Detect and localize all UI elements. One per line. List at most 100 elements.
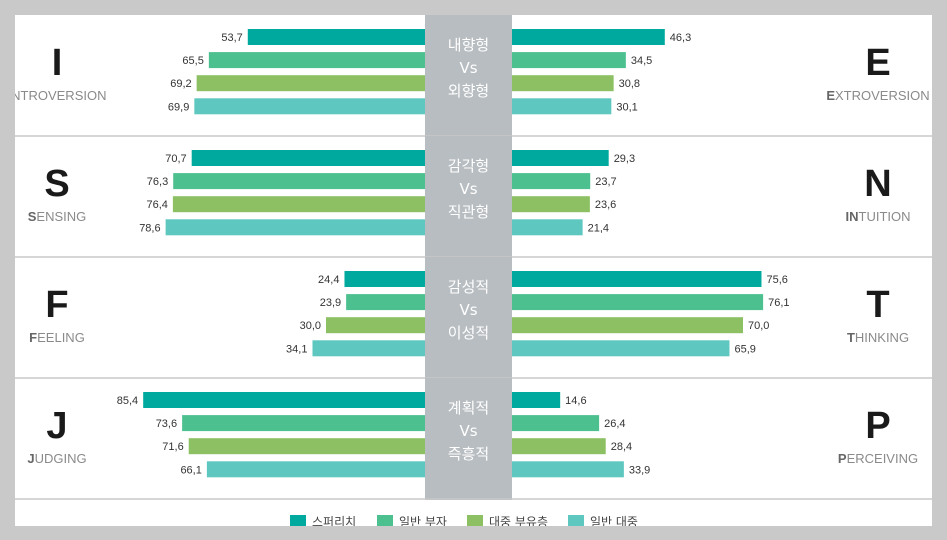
legend-swatch xyxy=(290,515,306,526)
value-label: 71,6 xyxy=(162,441,183,453)
center-column xyxy=(425,257,512,379)
right-type-word: THINKING xyxy=(847,330,909,345)
value-label: 70,7 xyxy=(165,153,186,165)
bar-left xyxy=(172,196,425,213)
value-label: 65,9 xyxy=(734,343,755,355)
center-column xyxy=(425,136,512,258)
right-type-letter: T xyxy=(866,284,889,326)
bar-right xyxy=(512,29,665,45)
value-label: 66,1 xyxy=(180,464,201,476)
legend-label: 스퍼리치 xyxy=(312,515,356,526)
mbti-comparison-chart: 내향형 Vs 외향형 I E INTROVERSION EXTROVERSION 53,7 46… xyxy=(15,15,932,526)
chart-card: 내향형 Vs 외향형 I E INTROVERSION EXTROVERSION 53,7 46… xyxy=(15,15,932,526)
left-type-letter: J xyxy=(46,405,67,447)
left-type-letter: I xyxy=(52,42,63,84)
value-label: 29,3 xyxy=(614,153,635,165)
left-type-word: JUDGING xyxy=(27,451,86,466)
value-label: 34,1 xyxy=(286,343,307,355)
right-type-letter: P xyxy=(865,405,890,447)
value-label: 69,2 xyxy=(170,78,191,90)
bar-right xyxy=(512,52,626,69)
bar-right xyxy=(512,317,743,334)
value-label: 21,4 xyxy=(588,222,609,234)
left-type-word: SENSING xyxy=(28,209,87,224)
legend-label: 대중 부유층 xyxy=(489,515,548,526)
value-label: 23,6 xyxy=(595,199,616,211)
value-label: 65,5 xyxy=(182,55,203,67)
value-label: 28,4 xyxy=(611,441,632,453)
value-label: 30,8 xyxy=(619,78,640,90)
value-label: 85,4 xyxy=(117,395,138,407)
bar-right xyxy=(512,75,614,92)
legend-label: 일반 대중 xyxy=(590,515,638,526)
center-label: Vs xyxy=(459,301,477,319)
bar-right xyxy=(512,415,600,432)
center-column xyxy=(425,378,512,500)
bar-right xyxy=(512,271,762,287)
center-label: 직관형 xyxy=(448,203,489,221)
value-label: 75,6 xyxy=(766,274,787,286)
center-label: Vs xyxy=(459,59,477,77)
center-label: 외향형 xyxy=(448,82,489,100)
right-type-word: INTUITION xyxy=(845,209,910,224)
center-label: 감각형 xyxy=(448,157,489,175)
right-type-letter: N xyxy=(864,163,891,205)
value-label: 46,3 xyxy=(670,32,691,44)
value-label: 78,6 xyxy=(139,222,160,234)
value-label: 23,7 xyxy=(595,176,616,188)
value-label: 30,0 xyxy=(300,320,321,332)
bar-left xyxy=(173,173,425,190)
center-label: 계획적 xyxy=(448,399,489,417)
legend-swatch xyxy=(467,515,483,526)
bar-left xyxy=(143,392,425,408)
center-label: 즉흥적 xyxy=(448,445,489,463)
bar-right xyxy=(512,173,591,190)
center-label: 내향형 xyxy=(448,36,489,54)
value-label: 53,7 xyxy=(221,32,242,44)
value-label: 33,9 xyxy=(629,464,650,476)
left-type-word: INTROVERSION xyxy=(15,88,106,103)
right-type-letter: E xyxy=(865,42,890,84)
bar-right xyxy=(512,150,609,166)
value-label: 34,5 xyxy=(631,55,652,67)
center-label: 이성적 xyxy=(448,324,489,342)
bar-left xyxy=(191,150,425,166)
legend-label: 일반 부자 xyxy=(399,515,447,526)
value-label: 26,4 xyxy=(604,418,625,430)
bar-right xyxy=(512,98,612,115)
bar-left xyxy=(196,75,425,92)
value-label: 30,1 xyxy=(616,101,637,113)
bar-left xyxy=(208,52,425,69)
center-label: 감성적 xyxy=(448,278,489,296)
bar-left xyxy=(326,317,425,334)
bar-left xyxy=(312,340,425,357)
legend-swatch xyxy=(568,515,584,526)
value-label: 76,4 xyxy=(146,199,167,211)
bar-left xyxy=(194,98,425,115)
left-type-letter: S xyxy=(44,163,69,205)
value-label: 69,9 xyxy=(168,101,189,113)
bar-right xyxy=(512,219,583,236)
left-type-word: FEELING xyxy=(29,330,85,345)
bar-left xyxy=(344,271,425,287)
value-label: 70,0 xyxy=(748,320,769,332)
value-label: 76,1 xyxy=(768,297,789,309)
bar-right xyxy=(512,392,561,408)
bar-left xyxy=(206,461,425,478)
bar-right xyxy=(512,438,606,455)
bar-left xyxy=(182,415,425,432)
left-type-letter: F xyxy=(45,284,68,326)
center-label: Vs xyxy=(459,180,477,198)
value-label: 23,9 xyxy=(320,297,341,309)
bar-right xyxy=(512,196,590,213)
center-column xyxy=(425,15,512,137)
bar-left xyxy=(165,219,425,236)
value-label: 76,3 xyxy=(147,176,168,188)
legend-swatch xyxy=(377,515,393,526)
center-label: Vs xyxy=(459,422,477,440)
right-type-word: EXTROVERSION xyxy=(826,88,929,103)
bar-left xyxy=(188,438,425,455)
value-label: 73,6 xyxy=(156,418,177,430)
bar-right xyxy=(512,294,764,311)
value-label: 24,4 xyxy=(318,274,339,286)
